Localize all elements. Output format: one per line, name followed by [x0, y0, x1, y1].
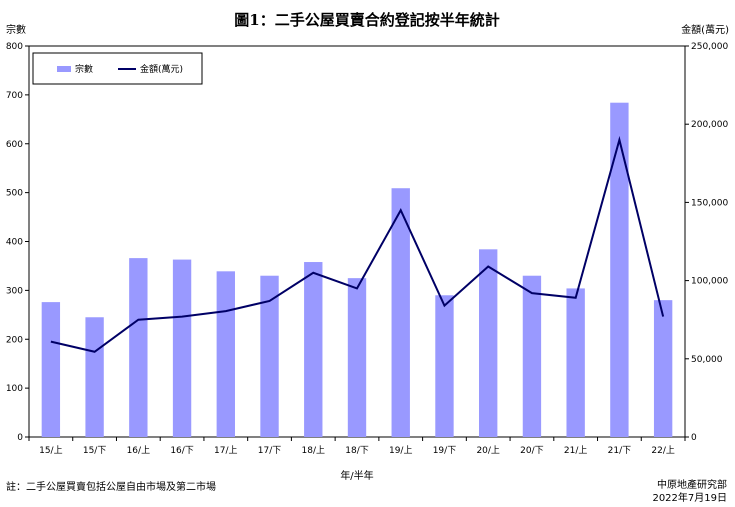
- x-axis: 15/上 15/下 16/上 16/下 17/上 17/下 18/上 18/下 19/上 19/下…: [28, 437, 686, 456]
- x-tick-label: 17/上: [214, 445, 238, 456]
- chart-title: 圖1：二手公屋買賣合約登記按半年統計: [234, 11, 499, 29]
- bar: [391, 188, 410, 437]
- right-tick-label: 0: [691, 433, 697, 443]
- bar: [85, 317, 104, 437]
- bar: [304, 262, 323, 437]
- bar: [566, 288, 585, 437]
- left-tick-label: 600: [6, 140, 23, 150]
- bar-series: [41, 102, 673, 437]
- x-tick-label: 20/上: [476, 445, 500, 456]
- date-label: 2022年7月19日: [652, 493, 727, 504]
- bar: [653, 300, 673, 437]
- line-series: [50, 135, 665, 353]
- x-tick-label: 19/下: [433, 446, 457, 456]
- x-tick-label: 18/上: [302, 445, 326, 456]
- source-label: 中原地產研究部: [657, 480, 727, 491]
- x-tick-label: 16/上: [127, 445, 151, 456]
- x-tick-label: 21/下: [608, 446, 632, 456]
- x-tick-label: 17/下: [258, 446, 282, 456]
- x-tick-label: 20/下: [520, 446, 544, 456]
- bar: [260, 275, 279, 437]
- right-axis: 0 50,000 100,000 150,000 200,000 250,000: [685, 42, 728, 443]
- legend: 宗數 金額(萬元): [32, 52, 203, 85]
- bar: [610, 102, 629, 437]
- x-tick-label: 21/上: [564, 445, 588, 456]
- x-tick-label: 15/下: [83, 446, 107, 456]
- left-axis-label: 宗數: [6, 23, 26, 36]
- x-tick-label: 15/上: [39, 445, 63, 456]
- left-tick-label: 500: [6, 189, 23, 199]
- left-tick-label: 800: [6, 42, 23, 52]
- x-tick-label: 19/上: [389, 445, 413, 456]
- left-tick-label: 400: [6, 238, 23, 248]
- line-path: [50, 135, 665, 353]
- legend-line-label: 金額(萬元): [140, 63, 183, 75]
- right-tick-label: 200,000: [691, 120, 728, 130]
- left-tick-label: 200: [6, 335, 23, 345]
- right-tick-label: 50,000: [691, 355, 723, 365]
- left-tick-label: 0: [17, 433, 23, 443]
- bar: [129, 258, 148, 437]
- left-tick-label: 700: [6, 91, 23, 101]
- x-tick-label: 16/下: [170, 446, 194, 456]
- bar: [479, 249, 498, 437]
- x-tick-label: 22/上: [651, 445, 675, 456]
- bar: [41, 302, 61, 437]
- x-tick-label: 18/下: [345, 446, 369, 456]
- footnote: 註：二手公屋買賣包括公屋自由市場及第二市場: [6, 482, 216, 493]
- left-axis: 0 100 200 300 400 500 600 700 800: [6, 42, 29, 443]
- left-tick-label: 300: [6, 286, 23, 296]
- right-tick-label: 100,000: [691, 277, 728, 287]
- legend-bar-swatch: [57, 66, 71, 72]
- legend-bar-label: 宗數: [75, 63, 93, 75]
- left-tick-label: 100: [6, 384, 23, 394]
- bar: [347, 278, 367, 437]
- bar: [435, 295, 454, 437]
- right-tick-label: 150,000: [691, 198, 728, 208]
- bar: [216, 271, 235, 437]
- bar: [172, 259, 192, 437]
- bar: [522, 275, 542, 437]
- right-tick-label: 250,000: [691, 42, 728, 52]
- right-axis-label: 金額(萬元): [681, 23, 729, 36]
- x-axis-label: 年/半年: [340, 469, 373, 482]
